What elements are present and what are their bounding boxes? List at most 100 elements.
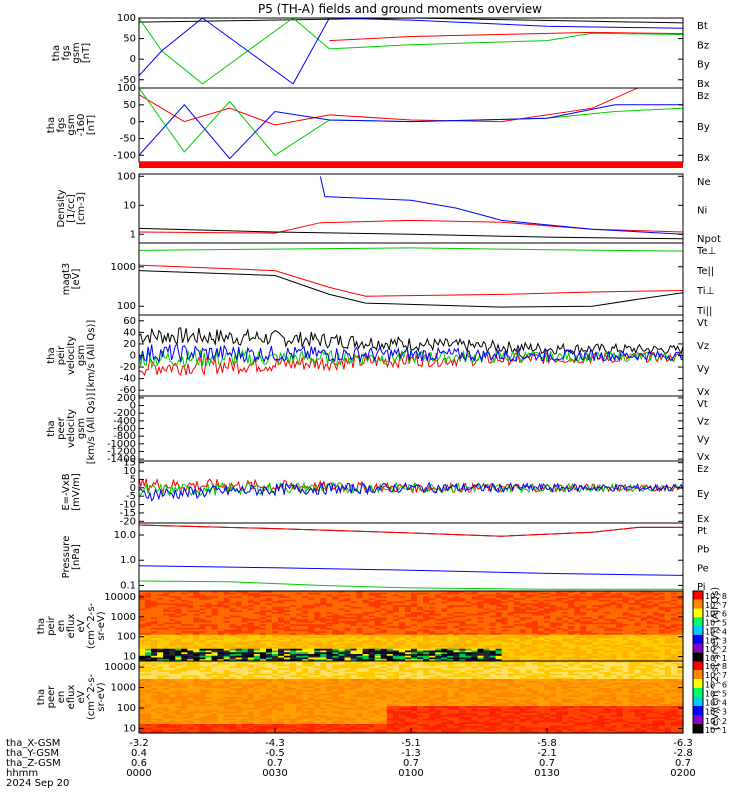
spectrogram-cell	[265, 617, 273, 620]
spectrogram-cell	[211, 605, 219, 608]
spectrogram-cell	[199, 704, 207, 707]
spectrogram-cell	[483, 619, 491, 622]
spectrogram-cell	[169, 641, 176, 645]
spectrogram-cell	[290, 670, 297, 673]
spectrogram-cell	[392, 615, 400, 618]
spectrogram-cell	[284, 599, 291, 603]
spectrogram-cell	[259, 697, 267, 700]
spectrogram-cell	[151, 662, 158, 666]
spectrogram-cell	[392, 612, 400, 615]
spectrogram-cell	[145, 596, 152, 599]
spectrogram-cell	[477, 591, 485, 594]
spectrogram-cell	[145, 724, 152, 727]
colorbar-segment	[693, 643, 703, 653]
spectrogram-cell	[157, 633, 164, 636]
spectrogram-cell	[187, 624, 194, 627]
spectrogram-cell	[199, 680, 207, 684]
spectrogram-cell	[386, 634, 394, 638]
spectrogram-cell	[495, 610, 503, 613]
spectrogram-cell	[658, 636, 666, 639]
spectrogram-cell	[314, 598, 321, 601]
spectrogram-cell	[247, 617, 255, 620]
spectrogram-cell	[217, 662, 225, 666]
spectrogram-cell	[398, 620, 406, 624]
spectrogram-cell	[676, 626, 684, 629]
spectrogram-cell	[217, 704, 225, 707]
spectrogram-cell	[169, 620, 176, 624]
spectrogram-cell	[229, 620, 237, 624]
spectrogram-cell	[676, 640, 684, 643]
spectrogram-cell	[356, 626, 364, 629]
spectrogram-cell	[145, 704, 152, 707]
spectrogram-cell	[592, 631, 599, 634]
spectrogram-cell	[580, 638, 587, 641]
spectrogram-cell	[646, 608, 654, 611]
spectrogram-cell	[175, 622, 182, 625]
spectrogram-cell	[580, 603, 587, 606]
spectrogram-cell	[223, 715, 231, 718]
spectrogram-cell	[296, 671, 303, 675]
spectrogram-cell	[362, 634, 370, 638]
spectrogram-cell	[344, 638, 352, 641]
spectrogram-cell	[537, 605, 545, 608]
spectrogram-cell	[241, 704, 249, 707]
spectrogram-cell	[483, 659, 491, 662]
spectrogram-cell	[211, 598, 219, 601]
spectrogram-cell	[356, 638, 364, 641]
spectrogram-cell	[568, 619, 575, 622]
spectrogram-cell	[211, 638, 219, 641]
spectrogram-cell	[284, 620, 291, 624]
spectrogram-cell	[139, 612, 146, 615]
spectrogram-cell	[199, 647, 207, 650]
spectrogram-cell	[139, 627, 146, 631]
spectrogram-cell	[169, 711, 176, 714]
spectrogram-cell	[423, 654, 430, 657]
spectrogram-cell	[175, 620, 182, 624]
spectrogram-cell	[205, 700, 213, 703]
spectrogram-cell	[598, 634, 606, 638]
spectrogram-cell	[392, 608, 400, 611]
spectrogram-cell	[435, 622, 442, 625]
spectrogram-cell	[265, 645, 273, 648]
spectrogram-cell	[290, 666, 297, 669]
spectrogram-cell	[163, 652, 170, 655]
spectrogram-cell	[308, 648, 315, 652]
spectrogram-cell	[163, 716, 170, 720]
spectrogram-cell	[580, 598, 587, 601]
spectrogram-cell	[284, 700, 291, 703]
spectrogram-cell	[586, 650, 593, 653]
spectrogram-cell	[495, 627, 503, 631]
spectrogram-cell	[332, 647, 340, 650]
spectrogram-cell	[181, 606, 188, 610]
spectrogram-cell	[640, 631, 648, 634]
spectrogram-cell	[290, 641, 297, 645]
spectrogram-cell	[610, 657, 618, 660]
spectrogram-cell	[453, 636, 460, 639]
legend-Bx: Bx	[697, 79, 710, 90]
spectrogram-cell	[308, 634, 315, 638]
spectrogram-cell	[235, 626, 243, 629]
spectrogram-cell	[543, 640, 551, 643]
spectrogram-peer_en_eflux	[139, 661, 684, 734]
spectrogram-cell	[543, 592, 551, 596]
spectrogram-cell	[290, 624, 297, 627]
spectrogram-cell	[507, 645, 515, 648]
spectrogram-cell	[163, 725, 170, 729]
spectrogram-cell	[670, 641, 678, 645]
spectrogram-cell	[429, 634, 436, 638]
spectrogram-cell	[139, 592, 146, 596]
spectrogram-cell	[646, 652, 654, 655]
spectrogram-cell	[193, 655, 201, 659]
spectrogram-cell	[652, 655, 660, 659]
spectrogram-cell	[441, 634, 448, 638]
spectrogram-cell	[362, 619, 370, 622]
spectrogram-cell	[598, 610, 606, 613]
spectrogram-cell	[265, 654, 273, 657]
spectrogram-cell	[235, 680, 243, 684]
spectrogram-cell	[356, 617, 364, 620]
spectrogram-cell	[459, 647, 466, 650]
spectrogram-cell	[507, 652, 515, 655]
spectrogram-cell	[151, 608, 158, 611]
spectrogram-cell	[411, 606, 418, 610]
